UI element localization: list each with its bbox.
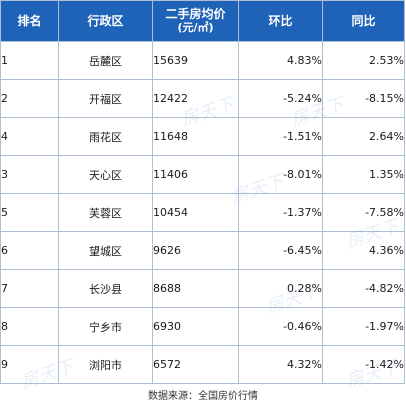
table-row: 3 天心区 11406 -8.01% 1.35% [0, 155, 405, 194]
cell-price: 11406 [152, 155, 239, 194]
cell-mom: -1.37% [238, 193, 323, 232]
cell-mom: -0.46% [238, 307, 323, 346]
cell-mom: 0.28% [238, 269, 323, 308]
cell-district: 开福区 [58, 79, 153, 118]
cell-price: 9626 [152, 231, 239, 270]
cell-district: 天心区 [58, 155, 153, 194]
cell-price: 8688 [152, 269, 239, 308]
cell-mom: -5.24% [238, 79, 323, 118]
cell-district: 岳麓区 [58, 41, 153, 80]
cell-district: 芙蓉区 [58, 193, 153, 232]
cell-rank: 9 [0, 345, 59, 384]
header-price-label: 二手房均价 [165, 7, 226, 21]
cell-yoy: 2.64% [322, 117, 405, 156]
cell-yoy: 1.35% [322, 155, 405, 194]
cell-rank: 6 [0, 231, 59, 270]
header-yoy: 同比 [322, 0, 405, 42]
cell-yoy: 4.36% [322, 231, 405, 270]
cell-yoy: 2.53% [322, 41, 405, 80]
data-source-note: 数据来源：全国房价行情 [148, 391, 258, 402]
cell-district: 宁乡市 [58, 307, 153, 346]
table-header-row: 排名 行政区 二手房均价 (元/㎡) 环比 同比 [0, 0, 405, 42]
table-row: 1 岳麓区 15639 4.83% 2.53% [0, 41, 405, 80]
cell-rank: 2 [0, 79, 59, 118]
cell-price: 15639 [152, 41, 239, 80]
cell-district: 望城区 [58, 231, 153, 270]
table-row: 6 望城区 9626 -6.45% 4.36% [0, 231, 405, 270]
cell-district: 长沙县 [58, 269, 153, 308]
cell-price: 6930 [152, 307, 239, 346]
table-row: 4 雨花区 11648 -1.51% 2.64% [0, 117, 405, 156]
cell-yoy: -1.97% [322, 307, 405, 346]
header-district: 行政区 [58, 0, 153, 42]
cell-mom: -6.45% [238, 231, 323, 270]
cell-yoy: -7.58% [322, 193, 405, 232]
cell-rank: 5 [0, 193, 59, 232]
cell-yoy: -4.82% [322, 269, 405, 308]
cell-rank: 7 [0, 269, 59, 308]
table-row: 8 宁乡市 6930 -0.46% -1.97% [0, 307, 405, 346]
table-body: 1 岳麓区 15639 4.83% 2.53% 2 开福区 12422 -5.24% -8.15%… [0, 41, 405, 384]
table-row: 9 浏阳市 6572 4.32% -1.42% [0, 345, 405, 384]
cell-mom: -1.51% [238, 117, 323, 156]
cell-price: 10454 [152, 193, 239, 232]
header-price-unit: (元/㎡) [177, 21, 214, 34]
table-row: 7 长沙县 8688 0.28% -4.82% [0, 269, 405, 308]
cell-price: 11648 [152, 117, 239, 156]
header-price: 二手房均价 (元/㎡) [152, 0, 239, 42]
cell-mom: 4.32% [238, 345, 323, 384]
cell-district: 雨花区 [58, 117, 153, 156]
cell-yoy: -8.15% [322, 79, 405, 118]
cell-rank: 4 [0, 117, 59, 156]
header-mom: 环比 [238, 0, 323, 42]
table-row: 5 芙蓉区 10454 -1.37% -7.58% [0, 193, 405, 232]
table-row: 2 开福区 12422 -5.24% -8.15% [0, 79, 405, 118]
cell-rank: 3 [0, 155, 59, 194]
price-table: 排名 行政区 二手房均价 (元/㎡) 环比 同比 1 岳麓区 15639 4.83% 2… [0, 0, 405, 384]
cell-price: 12422 [152, 79, 239, 118]
cell-rank: 8 [0, 307, 59, 346]
cell-mom: -8.01% [238, 155, 323, 194]
cell-yoy: -1.42% [322, 345, 405, 384]
cell-rank: 1 [0, 41, 59, 80]
cell-mom: 4.83% [238, 41, 323, 80]
cell-price: 6572 [152, 345, 239, 384]
cell-district: 浏阳市 [58, 345, 153, 384]
header-rank: 排名 [0, 0, 59, 42]
